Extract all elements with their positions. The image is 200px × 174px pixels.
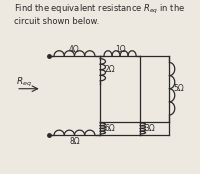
Text: Find the equivalent resistance $R_{eq}$ in the circuit shown below.: Find the equivalent resistance $R_{eq}$ … bbox=[14, 2, 186, 26]
Text: 1Ω: 1Ω bbox=[115, 45, 125, 54]
Text: 6Ω: 6Ω bbox=[104, 124, 115, 133]
Text: 3Ω: 3Ω bbox=[144, 124, 155, 133]
Text: 4Ω: 4Ω bbox=[69, 45, 80, 54]
Text: 8Ω: 8Ω bbox=[69, 137, 80, 146]
Text: 5Ω: 5Ω bbox=[173, 84, 184, 93]
Text: 2Ω: 2Ω bbox=[104, 65, 115, 74]
Text: $R_{eq}$: $R_{eq}$ bbox=[16, 76, 32, 89]
